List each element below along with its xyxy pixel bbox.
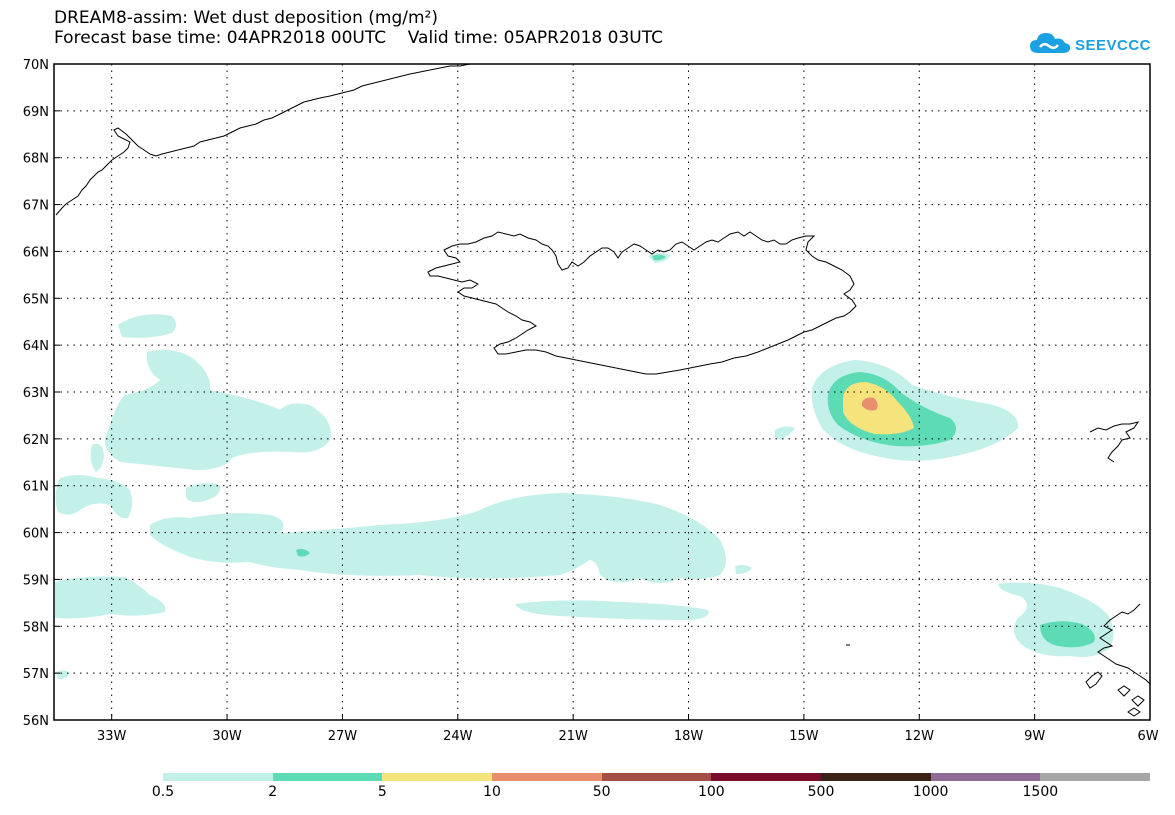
seevccc-logo: SEEVCCC — [1028, 30, 1151, 60]
shade-light — [56, 670, 70, 680]
lat-tick-label: 65N — [23, 292, 49, 307]
lat-tick-label: 59N — [23, 573, 49, 588]
colorbar-label: 50 — [592, 784, 611, 800]
lat-tick-label: 66N — [23, 245, 49, 260]
shade-light — [90, 443, 104, 472]
lon-tick-label: 12W — [905, 729, 935, 744]
colorbar-label: 2 — [268, 784, 278, 800]
colorbar-swatch — [492, 773, 602, 781]
colorbar-label: 0.5 — [151, 784, 175, 800]
lat-tick-label: 70N — [23, 58, 49, 73]
colorbar-label: 5 — [377, 784, 387, 800]
lon-tick-label: 24W — [443, 729, 473, 744]
lat-tick-label: 57N — [23, 667, 49, 682]
shade-light — [55, 475, 133, 519]
shade-orange — [862, 397, 878, 411]
colorbar — [163, 773, 1151, 781]
colorbar-swatch — [711, 773, 822, 781]
deposition-contours — [55, 252, 1114, 680]
colorbar-label: 100 — [697, 784, 725, 800]
colorbar-label: 1500 — [1022, 784, 1059, 800]
lon-tick-label: 30W — [212, 729, 242, 744]
colorbar-swatch — [163, 773, 273, 781]
shade-light — [186, 483, 221, 503]
longitude-labels: 33W 30W 27W 24W 21W 18W 15W 12W 9W 6W — [97, 729, 1159, 744]
scotland-coast — [1097, 603, 1151, 685]
lon-tick-label: 21W — [558, 729, 588, 744]
lat-tick-label: 63N — [23, 386, 49, 401]
colorbar-swatch — [1040, 773, 1151, 781]
latitude-labels: 56N 57N 58N 59N 60N 61N 62N 63N 64N 65N 66N 67N 68N 6… — [23, 58, 49, 729]
lon-tick-label: 18W — [674, 729, 704, 744]
lon-tick-label: 33W — [97, 729, 127, 744]
shade-light — [515, 600, 709, 620]
lat-tick-label: 68N — [23, 152, 49, 167]
lon-tick-label: 9W — [1024, 729, 1045, 744]
shade-yellow — [843, 382, 914, 435]
colorbar-swatch — [272, 773, 383, 781]
shade-medium — [1040, 621, 1095, 648]
lat-tick-label: 64N — [23, 339, 49, 354]
shade-light — [774, 426, 795, 440]
shade-light — [150, 493, 726, 583]
hebrides-coast — [1085, 671, 1103, 689]
colorbar-label: 1000 — [912, 784, 949, 800]
iceland-coast — [427, 231, 857, 375]
shade-light — [735, 564, 752, 574]
shade-medium — [296, 549, 310, 557]
colorbar-label: 500 — [807, 784, 835, 800]
cloud-icon — [1028, 30, 1072, 60]
colorbar-swatch — [382, 773, 493, 781]
graticule — [54, 63, 1151, 721]
colorbar-swatch — [821, 773, 931, 781]
lon-tick-label: 6W — [1137, 729, 1158, 744]
map-title: DREAM8-assim: Wet dust deposition (mg/m²… — [54, 8, 438, 28]
shade-light — [55, 576, 166, 619]
lat-tick-label: 60N — [23, 527, 49, 542]
lat-tick-label: 69N — [23, 105, 49, 120]
lat-tick-label: 67N — [23, 199, 49, 214]
colorbar-label: 10 — [483, 784, 501, 800]
coastlines — [55, 63, 1151, 717]
shade-light — [998, 582, 1114, 657]
scotland-islands — [1117, 685, 1145, 717]
logo-text: SEEVCCC — [1074, 36, 1151, 54]
map-subtitle-times: Forecast base time: 04APR2018 00UTC Vali… — [54, 28, 663, 48]
shade-light — [118, 314, 176, 338]
lat-tick-label: 56N — [23, 714, 49, 729]
lat-tick-label: 61N — [23, 480, 49, 495]
shade-light — [104, 349, 331, 470]
colorbar-swatch — [930, 773, 1041, 781]
lat-tick-label: 62N — [23, 433, 49, 448]
lon-tick-label: 15W — [789, 729, 819, 744]
colorbar-swatch — [601, 773, 712, 781]
shade-medium — [652, 254, 666, 261]
faroe-coast — [1089, 421, 1140, 463]
lon-tick-label: 27W — [328, 729, 358, 744]
greenland-coast — [55, 63, 510, 216]
lat-tick-label: 58N — [23, 620, 49, 635]
